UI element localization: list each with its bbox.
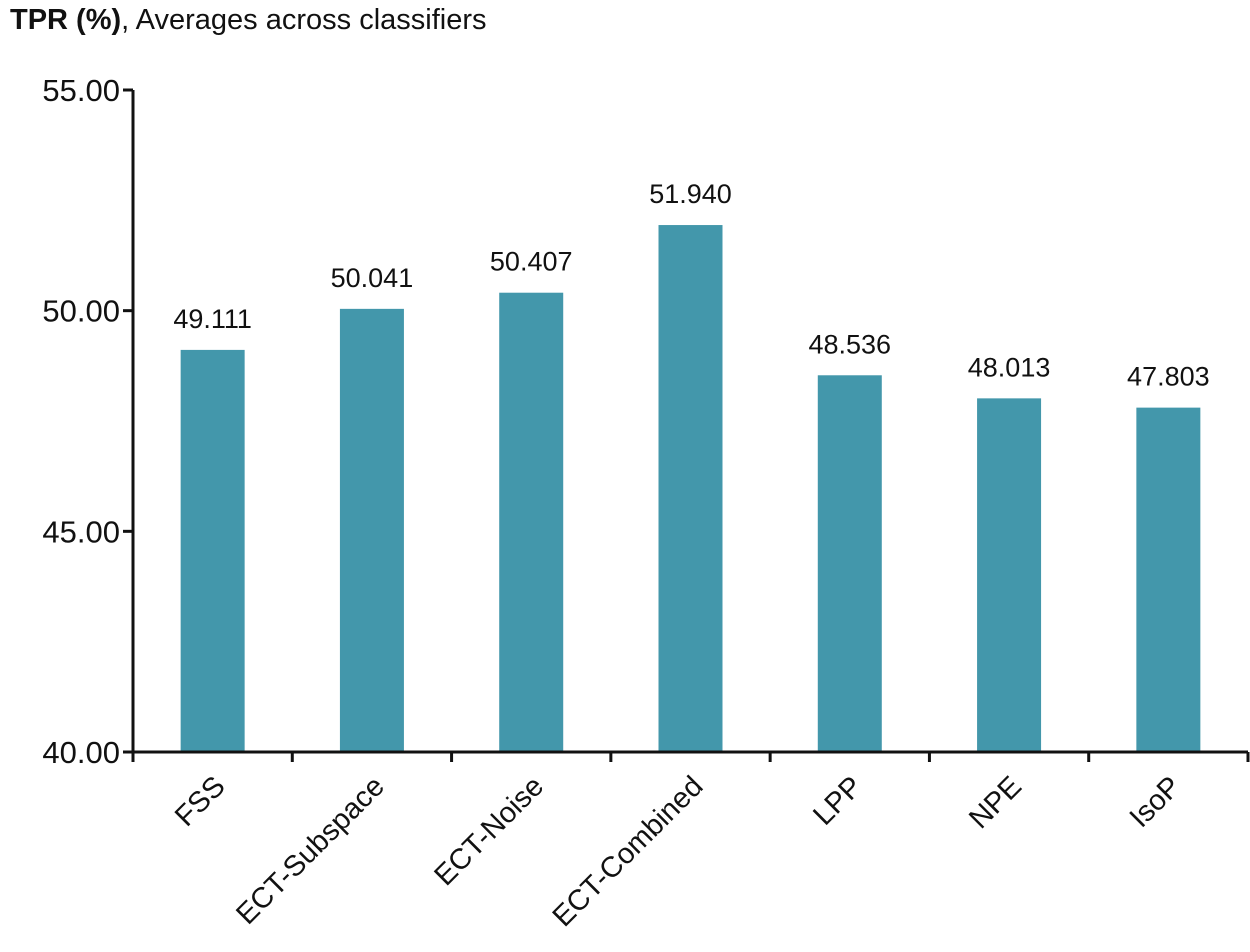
- bar: [658, 225, 723, 753]
- bar: [339, 308, 404, 752]
- x-tick-label: ECT-Subspace: [230, 770, 391, 931]
- y-tick-label: 40.00: [42, 735, 120, 770]
- bar: [180, 349, 245, 752]
- bar: [499, 292, 564, 752]
- data-label: 48.536: [808, 329, 891, 359]
- x-tick-label: IsoP: [1124, 770, 1188, 834]
- data-label: 50.407: [490, 247, 573, 277]
- data-label: 47.803: [1127, 362, 1210, 392]
- bar: [817, 375, 882, 752]
- x-tick-label: FSS: [169, 770, 232, 833]
- x-tick-label: LPP: [807, 770, 868, 831]
- bar: [977, 398, 1042, 752]
- bar: [1136, 407, 1201, 752]
- y-axis: 40.00 45.00 50.00 55.00: [42, 73, 135, 770]
- y-tick-label: 50.00: [42, 294, 120, 329]
- y-tick-label: 45.00: [42, 514, 120, 549]
- chart-title-metric: TPR (%): [10, 4, 122, 36]
- y-tick-label: 55.00: [42, 73, 120, 108]
- data-labels: 49.111 50.041 50.407 51.940 48.536 48.013 47.8…: [173, 179, 1209, 392]
- data-label: 50.041: [331, 263, 414, 293]
- x-tick-label: NPE: [963, 770, 1028, 835]
- x-tick-label: ECT-Noise: [428, 770, 550, 892]
- chart-title-description: , Averages across classifiers: [121, 4, 487, 36]
- data-label: 48.013: [968, 352, 1051, 382]
- data-label: 51.940: [649, 179, 732, 209]
- data-label: 49.111: [173, 304, 252, 334]
- chart-title: TPR (%), Averages across classifiers: [10, 4, 487, 37]
- x-tick-label: ECT-Combined: [547, 770, 710, 933]
- bars: [180, 225, 1201, 753]
